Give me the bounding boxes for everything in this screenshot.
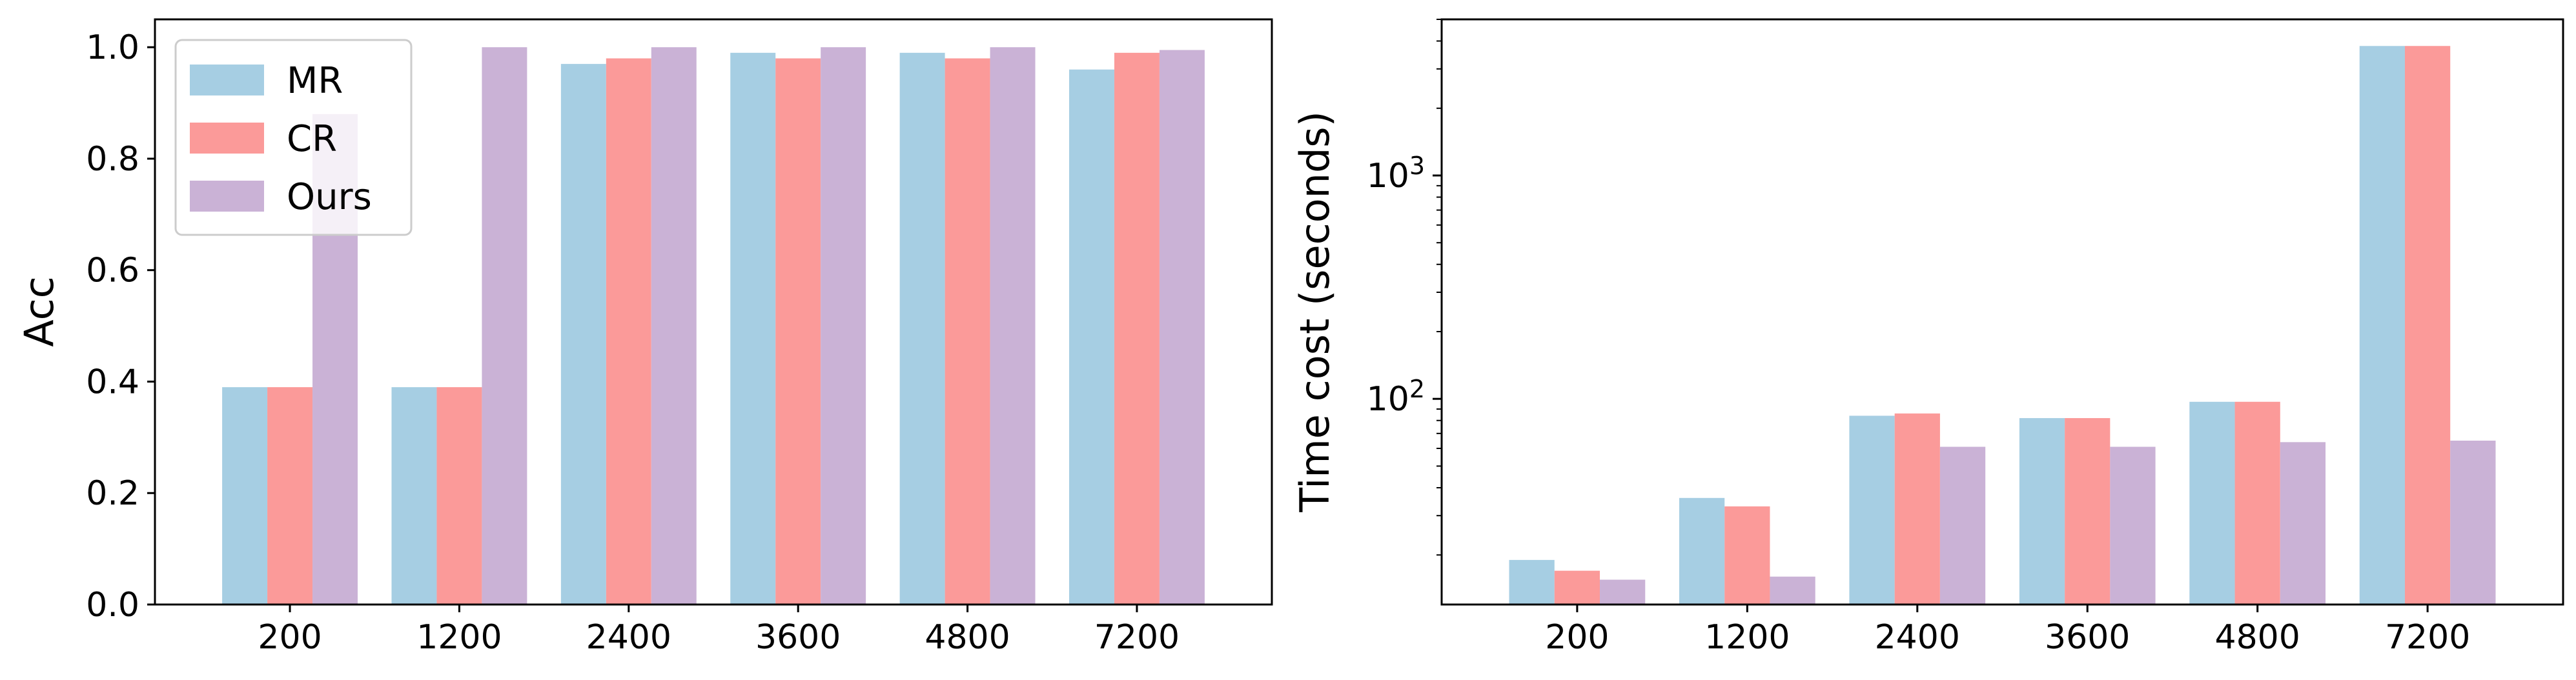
accuracy-bar-cr-4800: [945, 58, 990, 605]
time-cost-bar-cr-3600: [2065, 418, 2111, 605]
accuracy-legend: MR CR Ours: [174, 39, 413, 236]
legend-swatch-ours: [190, 181, 264, 212]
accuracy-bar-mr-3600: [730, 52, 776, 605]
y-tick-label: 0.8: [86, 140, 139, 179]
accuracy-chart: 0.0 0.2 0.4 0.6 0.8 1.0 200 1200 2400 3600 4800 72…: [15, 18, 1273, 657]
accuracy-y-axis-label: Acc: [15, 276, 63, 347]
time-cost-bar-mr-7200: [2359, 46, 2405, 605]
time-cost-y-axis: 102 103: [1367, 19, 1442, 556]
accuracy-bar-cr-7200: [1114, 52, 1160, 605]
time-cost-bar-mr-3600: [2019, 418, 2065, 605]
time-cost-bar-ours-3600: [2110, 446, 2156, 605]
time-cost-bar-cr-4800: [2234, 401, 2280, 605]
time-cost-bar-ours-2400: [1939, 446, 1986, 605]
accuracy-bar-ours-1200: [482, 47, 527, 605]
x-tick-label: 7200: [2385, 618, 2470, 657]
x-tick-label: 2400: [586, 618, 671, 657]
time-cost-bar-cr-7200: [2404, 46, 2451, 605]
time-cost-bar-mr-200: [1509, 559, 1555, 605]
accuracy-bar-ours-2400: [651, 47, 697, 605]
y-tick-label: 1.0: [86, 28, 139, 67]
accuracy-bar-mr-4800: [899, 52, 945, 605]
y-tick-label: 102: [1367, 375, 1425, 419]
x-tick-label: 4800: [925, 618, 1010, 657]
accuracy-bar-mr-7200: [1069, 69, 1114, 605]
accuracy-y-axis: 0.0 0.2 0.4 0.6 0.8 1.0: [86, 28, 155, 625]
accuracy-bar-cr-2400: [606, 58, 651, 605]
time-cost-bar-mr-4800: [2189, 401, 2235, 605]
time-cost-bar-ours-1200: [1770, 576, 1815, 605]
y-tick-label: 0.6: [86, 252, 139, 290]
time-cost-bar-ours-200: [1600, 579, 1646, 605]
accuracy-bar-mr-1200: [391, 387, 437, 605]
y-tick-label: 0.4: [86, 363, 139, 401]
accuracy-bar-ours-3600: [821, 47, 866, 605]
x-tick-label: 1200: [1704, 618, 1790, 657]
accuracy-bar-mr-200: [222, 387, 268, 605]
time-cost-bar-mr-1200: [1679, 497, 1725, 605]
time-cost-bar-cr-2400: [1894, 413, 1940, 605]
accuracy-bar-cr-1200: [436, 387, 482, 605]
accuracy-x-axis: 200 1200 2400 3600 4800 7200: [258, 605, 1180, 657]
time-cost-bar-cr-200: [1554, 570, 1600, 605]
x-tick-label: 4800: [2214, 618, 2300, 657]
time-cost-plot-frame: [1440, 18, 2564, 606]
x-tick-label: 200: [1545, 618, 1609, 657]
legend-swatch-cr: [190, 123, 264, 154]
accuracy-bar-cr-200: [267, 387, 313, 605]
y-tick-label: 0.0: [86, 586, 139, 625]
accuracy-bar-ours-7200: [1159, 50, 1205, 605]
x-tick-label: 1200: [416, 618, 502, 657]
accuracy-bar-mr-2400: [560, 64, 606, 605]
legend-swatch-mr: [190, 65, 264, 95]
accuracy-bar-cr-3600: [775, 58, 821, 605]
accuracy-bar-ours-4800: [990, 47, 1036, 605]
time-cost-chart: 102 103 200 1200 2400 3600 4800 7200 Time cost…: [1291, 18, 2564, 657]
time-cost-bar-ours-4800: [2280, 442, 2326, 605]
y-tick-label: 0.2: [86, 474, 139, 513]
y-tick-label: 103: [1367, 152, 1425, 195]
time-cost-y-axis-label: Time cost (seconds): [1291, 111, 1338, 513]
x-tick-label: 3600: [2045, 618, 2130, 657]
accuracy-plot-frame: [154, 18, 1273, 606]
x-tick-label: 200: [258, 618, 322, 657]
legend-label-ours: Ours: [287, 176, 372, 218]
accuracy-bars: [222, 47, 1205, 605]
time-cost-x-axis: 200 1200 2400 3600 4800 7200: [1545, 605, 2470, 657]
legend-label-mr: MR: [287, 60, 343, 102]
legend-label-cr: CR: [287, 118, 337, 160]
time-cost-bar-cr-1200: [1724, 506, 1770, 605]
time-cost-bar-ours-7200: [2450, 440, 2496, 605]
x-tick-label: 3600: [755, 618, 841, 657]
x-tick-label: 7200: [1094, 618, 1180, 657]
time-cost-bars: [1509, 46, 2496, 605]
time-cost-bar-mr-2400: [1849, 415, 1895, 605]
x-tick-label: 2400: [1875, 618, 1960, 657]
